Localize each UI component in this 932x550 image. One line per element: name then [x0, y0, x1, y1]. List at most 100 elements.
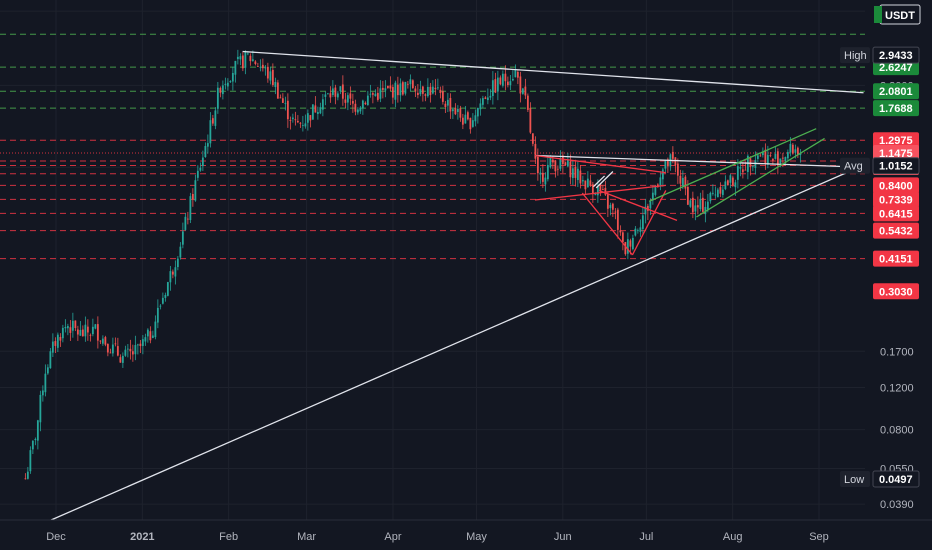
- candle-body: [509, 81, 512, 86]
- candle-body: [326, 93, 329, 95]
- candle-body: [109, 352, 112, 354]
- candle-body: [589, 180, 592, 186]
- candle-body: [171, 271, 174, 275]
- price-level-tag: 0.5432: [879, 226, 913, 238]
- trend-line: [696, 137, 825, 218]
- candle-body: [444, 103, 447, 107]
- time-axis-background: [0, 520, 932, 550]
- candle-body: [404, 81, 407, 94]
- trend-lines[interactable]: [47, 50, 864, 523]
- candle-body: [424, 94, 427, 96]
- candle-body: [481, 98, 484, 105]
- time-axis[interactable]: Dec 2021 Feb Mar Apr May Jun Jul Aug Sep: [0, 519, 932, 550]
- price-level-tag: 0.8400: [879, 180, 913, 192]
- price-level-tag-bg: [873, 132, 919, 149]
- candle-body: [536, 156, 539, 174]
- candle-body: [476, 107, 479, 117]
- candle-body: [714, 194, 717, 196]
- candle-body: [431, 86, 434, 94]
- candle-body: [599, 184, 602, 192]
- candle-body: [61, 327, 64, 339]
- candle-body: [239, 56, 242, 60]
- candle-body: [784, 157, 787, 161]
- candle-body: [99, 340, 102, 342]
- low-value-bg: [872, 470, 920, 488]
- candle-body: [164, 294, 167, 298]
- candle-body: [104, 337, 107, 345]
- candle-body: [491, 80, 494, 96]
- candle-body: [606, 194, 609, 209]
- candle-body: [379, 88, 382, 99]
- candle-body: [684, 176, 687, 189]
- candle-body: [369, 93, 372, 95]
- candle-body: [614, 211, 617, 213]
- candle-body: [654, 186, 657, 195]
- candle-body: [106, 344, 109, 353]
- candle-body: [374, 93, 377, 97]
- candle-body: [36, 420, 39, 441]
- price-level-tag: 0.7339: [879, 194, 913, 206]
- price-level-tag-bg: [873, 222, 919, 239]
- candle-body: [211, 118, 214, 124]
- candle-body: [241, 55, 244, 69]
- candle-body: [41, 390, 44, 396]
- candle-body: [721, 189, 724, 195]
- candle-body: [166, 282, 169, 296]
- candle-body: [464, 114, 467, 124]
- candle-body: [349, 93, 352, 99]
- candle-body: [449, 98, 452, 112]
- candle-body: [49, 351, 52, 369]
- candle-body: [601, 189, 604, 191]
- candle-body: [496, 77, 499, 92]
- trend-line: [598, 189, 678, 221]
- candle-body: [466, 112, 469, 120]
- candle-body: [529, 107, 532, 133]
- candle-body: [581, 180, 584, 182]
- candle-body: [51, 341, 54, 353]
- candle-body: [274, 81, 277, 88]
- candle-body: [709, 192, 712, 202]
- candle-body: [29, 450, 32, 472]
- candle-body: [664, 159, 667, 169]
- candle-body: [31, 440, 34, 450]
- candle-body: [746, 155, 749, 172]
- quote-currency-badge[interactable]: USDT: [874, 4, 921, 25]
- candle-body: [189, 196, 192, 221]
- price-level-tag-bg: [873, 191, 919, 208]
- candle-body: [361, 100, 364, 109]
- candle-body: [351, 101, 354, 104]
- candle-body: [574, 166, 577, 178]
- candle-body: [511, 78, 514, 81]
- candle-body: [286, 100, 289, 120]
- candle-body: [89, 334, 92, 336]
- candle-body: [429, 86, 432, 96]
- candle-body: [306, 113, 309, 123]
- price-level-tag: 1.7688: [879, 103, 913, 115]
- candle-body: [479, 103, 482, 110]
- candle-body: [791, 144, 794, 154]
- candle-body: [676, 163, 679, 176]
- candle-body: [554, 160, 557, 172]
- candle-body: [219, 87, 222, 93]
- candle-body: [134, 345, 137, 355]
- candle-body: [771, 158, 774, 161]
- candle-body: [384, 88, 387, 91]
- candle-body: [59, 336, 62, 341]
- price-axis[interactable]: 0.03900.05500.08000.12000.17001.00002.20…: [840, 0, 932, 520]
- candle-body: [381, 87, 384, 90]
- candle-body: [616, 209, 619, 230]
- candle-body: [74, 320, 77, 329]
- candle-body: [66, 326, 69, 329]
- quote-currency-label: USDT: [885, 10, 915, 22]
- candle-body: [294, 119, 297, 121]
- candle-body: [611, 203, 614, 210]
- candle-body: [651, 192, 654, 201]
- candle-body: [181, 231, 184, 245]
- candle-body: [321, 99, 324, 110]
- candle-body: [421, 86, 424, 94]
- candle-body: [786, 152, 789, 159]
- candle-body: [661, 169, 664, 180]
- candle-body: [64, 327, 67, 329]
